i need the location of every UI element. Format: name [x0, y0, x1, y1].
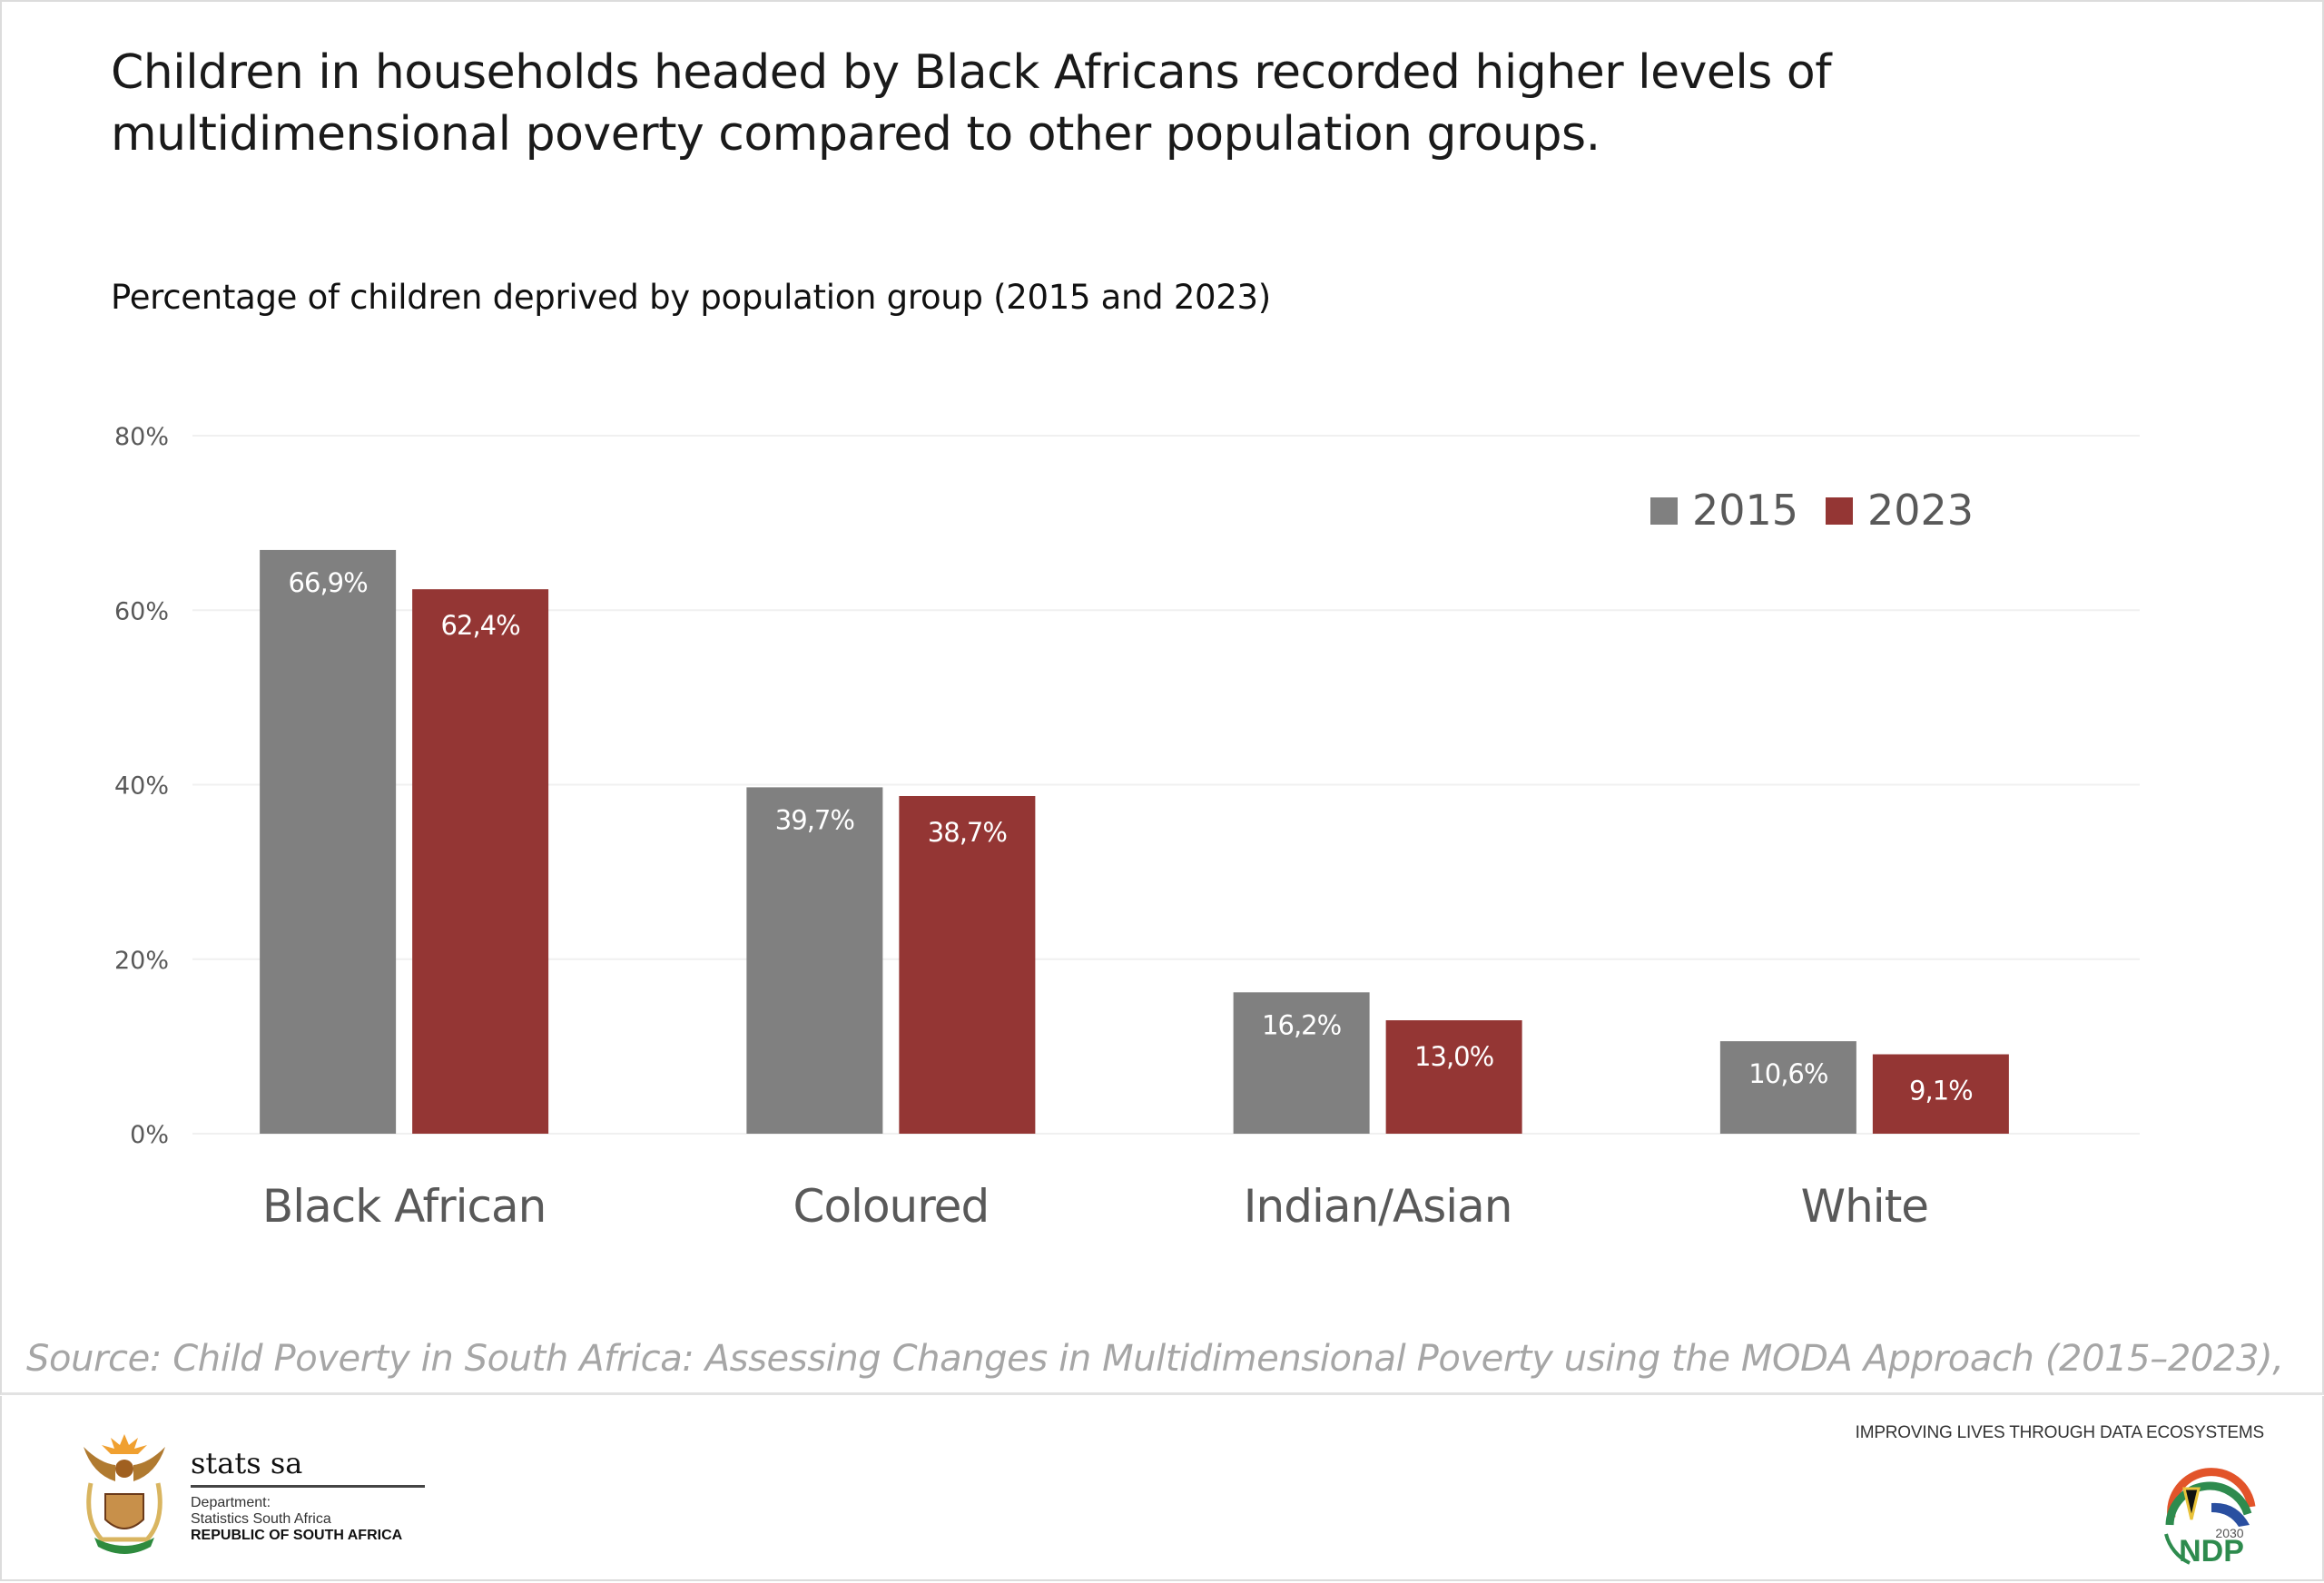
bar-2015	[1233, 992, 1370, 1134]
x-tick-label: Coloured	[793, 1180, 990, 1233]
bar-2015	[260, 549, 397, 1134]
legend-label-2015: 2015	[1692, 486, 1798, 535]
y-tick-label: 60%	[114, 597, 169, 625]
ndp-label: NDP	[2179, 1534, 2244, 1567]
source-note: Source: Child Poverty in South Africa: A…	[26, 1338, 2284, 1380]
data-label: 62,4%	[441, 610, 520, 641]
x-tick-label: Black African	[262, 1180, 546, 1233]
org-name: stats sa	[191, 1446, 303, 1480]
data-label: 13,0%	[1414, 1041, 1493, 1072]
x-tick-label: White	[1801, 1180, 1928, 1233]
data-label: 10,6%	[1748, 1058, 1827, 1089]
y-tick-label: 20%	[114, 947, 169, 975]
page-title: Children in households headed by Black A…	[111, 45, 1832, 162]
chart-subtitle: Percentage of children deprived by popul…	[111, 278, 1271, 317]
bar-2023	[1385, 1020, 1522, 1134]
ndp-2030-logo-icon: 2030 NDP	[2164, 1468, 2256, 1567]
org-line-department: Department:	[191, 1495, 271, 1510]
legend-swatch-2015	[1650, 497, 1678, 525]
statssa-logo: stats sa Department: Statistics South Af…	[191, 1447, 427, 1544]
data-label: 38,7%	[928, 817, 1007, 848]
bar-2015	[1719, 1041, 1856, 1134]
footer: stats sa Department: Statistics South Af…	[0, 1396, 2324, 1581]
tagline: IMPROVING LIVES THROUGH DATA ECOSYSTEMS	[1855, 1423, 2265, 1442]
x-tick-label: Indian/Asian	[1244, 1180, 1512, 1233]
ndp-year: 2030	[2215, 1526, 2243, 1540]
org-line-republic: REPUBLIC OF SOUTH AFRICA	[191, 1528, 403, 1543]
org-divider	[191, 1485, 425, 1488]
legend-label-2023: 2023	[1867, 486, 1974, 535]
legend-swatch-2023	[1826, 497, 1853, 525]
bar-2015	[746, 787, 883, 1134]
data-label: 9,1%	[1909, 1076, 1973, 1106]
data-label: 16,2%	[1262, 1009, 1341, 1040]
coat-of-arms-icon	[84, 1434, 165, 1554]
bar-2023	[899, 795, 1036, 1134]
bar-chart: 0% 20% 40% 60% 80% 66,9% 62,4% Black African 39,…	[114, 423, 2140, 1233]
y-tick-label: 40%	[114, 772, 169, 801]
y-tick-label: 0%	[130, 1121, 169, 1149]
bar-2023	[1872, 1054, 2009, 1134]
data-label: 66,9%	[289, 567, 368, 598]
bar-2023	[412, 589, 549, 1134]
y-tick-label: 80%	[114, 423, 169, 451]
data-label: 39,7%	[775, 804, 854, 835]
org-line-statssa: Statistics South Africa	[191, 1511, 331, 1527]
